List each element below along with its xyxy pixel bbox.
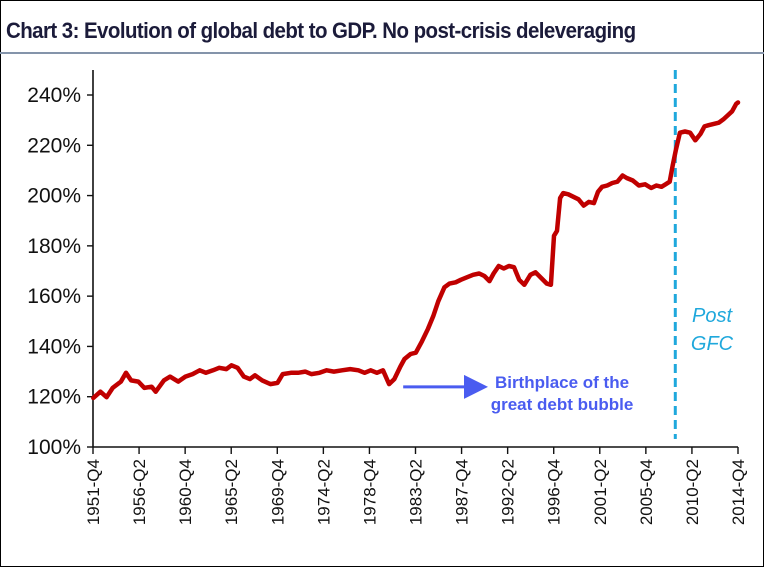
x-tick-label: 1956-Q2 [130, 459, 149, 525]
y-tick-label: 200% [27, 185, 81, 208]
title-underline [0, 52, 764, 54]
x-tick-label: 1974-Q2 [314, 459, 333, 525]
x-tick-label: 2010-Q2 [683, 459, 702, 525]
y-tick-label: 100% [27, 436, 81, 459]
x-tick-label: 1987-Q4 [453, 459, 472, 525]
series-group [91, 100, 741, 401]
y-axis-ticks: 100% 120% 140% 160% 180% 200% 220% 240% [27, 84, 93, 459]
x-tick-label: 1951-Q4 [84, 459, 103, 525]
reference-line-group: Post GFC [673, 70, 734, 439]
chart-title: Chart 3: Evolution of global debt to GDP… [6, 18, 636, 43]
x-tick-label: 1965-Q2 [222, 459, 241, 525]
x-axis-ticks: 1951-Q4 1956-Q2 1960-Q4 1965-Q2 1969-Q4 1974-… [84, 447, 748, 525]
y-tick-label: 140% [27, 335, 81, 358]
annotation-text: great debt bubble [491, 395, 634, 414]
gfc-label: GFC [691, 333, 734, 355]
x-tick-label: 2001-Q2 [591, 459, 610, 525]
x-tick-label: 1978-Q4 [360, 459, 379, 525]
x-tick-label: 1960-Q4 [176, 459, 195, 525]
x-tick-label: 2014-Q4 [729, 459, 748, 525]
x-tick-label: 1983-Q2 [407, 459, 426, 525]
annotation-group: Birthplace of the great debt bubble [403, 373, 633, 414]
x-tick-label: 1969-Q4 [268, 459, 287, 525]
gfc-label: Post [692, 305, 733, 327]
y-tick-label: 240% [27, 84, 81, 107]
annotation-text: Birthplace of the [495, 373, 629, 392]
y-tick-label: 160% [27, 285, 81, 308]
x-tick-label: 2005-Q4 [637, 459, 656, 525]
x-tick-label: 1992-Q2 [499, 459, 518, 525]
x-tick-label: 1996-Q4 [545, 459, 564, 525]
axes [92, 70, 738, 448]
y-tick-label: 180% [27, 235, 81, 258]
y-tick-label: 120% [27, 386, 81, 409]
y-tick-label: 220% [27, 134, 81, 157]
debt-to-gdp-line [91, 100, 741, 401]
